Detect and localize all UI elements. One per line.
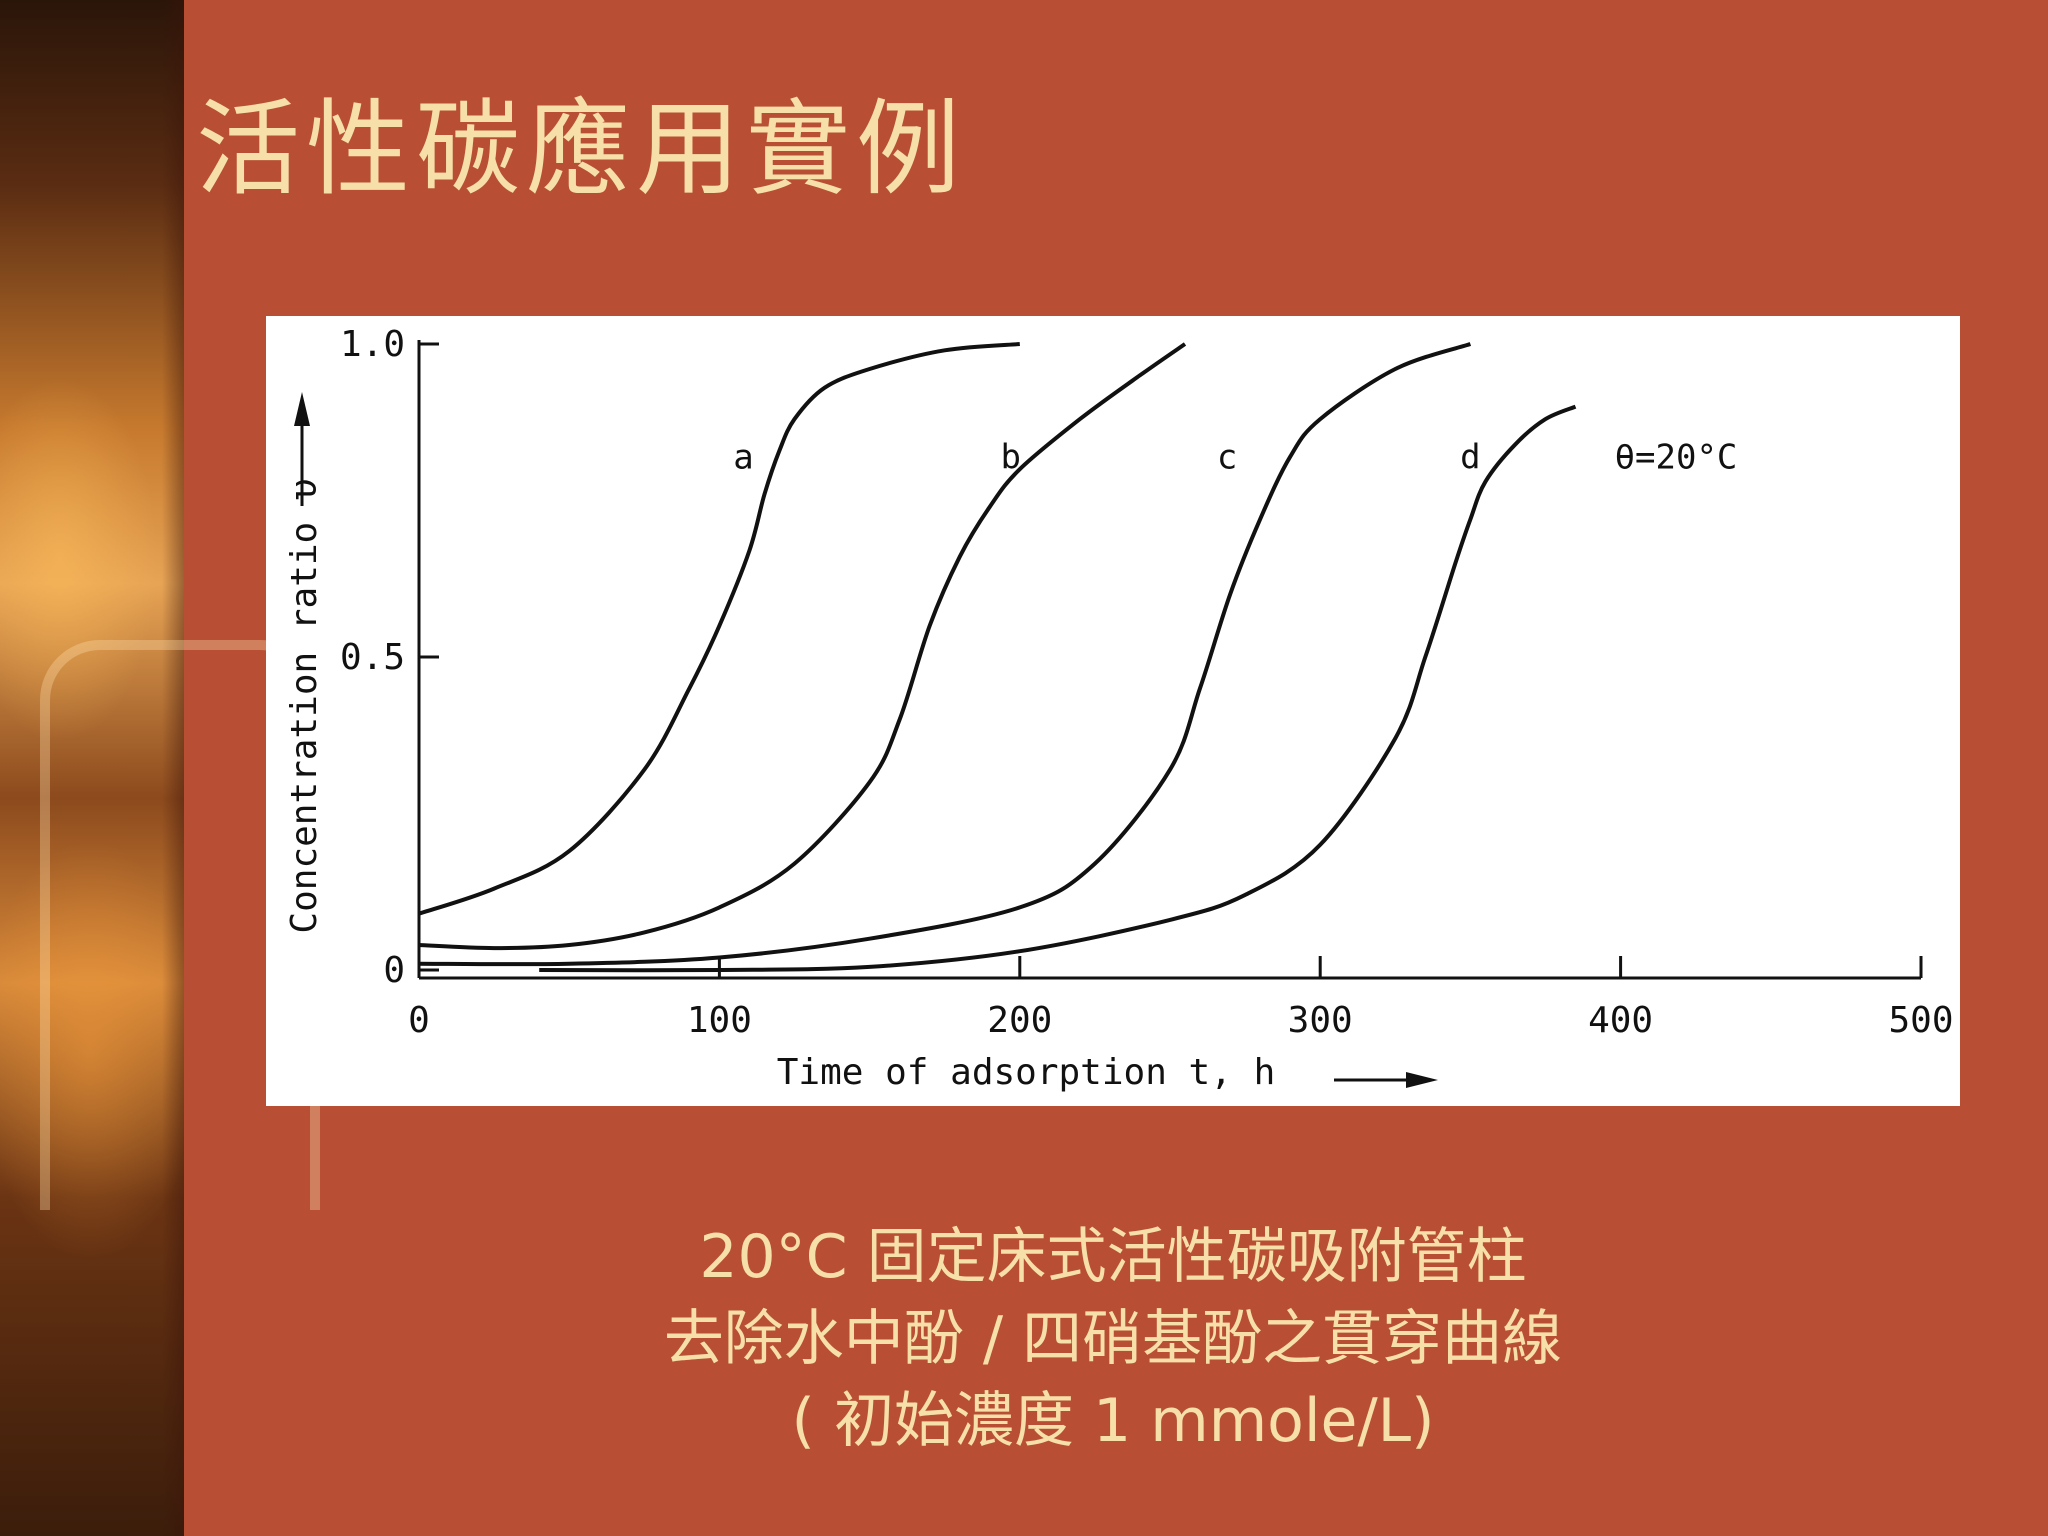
temperature-annotation: θ=20°C [1615, 438, 1738, 478]
curve-label-b: b [1001, 438, 1021, 478]
caption-line-1: 20°C 固定床式活性碳吸附管柱 [699, 1222, 1527, 1292]
y-tick-label: 0 [383, 950, 405, 991]
curve-label-a: a [733, 438, 753, 478]
slide-caption: 20°C 固定床式活性碳吸附管柱 去除水中酚 / 四硝基酚之貫穿曲線 ( 初始濃… [266, 1216, 1960, 1462]
x-tick-label: 300 [1288, 1000, 1353, 1041]
x-axis-title: Time of adsorption t, h [777, 1052, 1276, 1093]
caption-line-2: 去除水中酚 / 四硝基酚之貫穿曲線 [663, 1304, 1563, 1374]
curve-c [418, 342, 1472, 967]
curve-a [418, 342, 1020, 916]
decorative-side-image [0, 0, 184, 1536]
y-tick-label: 1.0 [340, 324, 405, 365]
curve-label-c: c [1217, 438, 1237, 478]
x-tick-label: 500 [1888, 1000, 1953, 1041]
x-axis-arrow-head [1406, 1072, 1438, 1088]
curve-label-d: d [1460, 438, 1480, 478]
curve-d [539, 404, 1577, 973]
caption-line-3: ( 初始濃度 1 mmole/L) [791, 1386, 1435, 1456]
x-tick-label: 400 [1588, 1000, 1653, 1041]
x-tick-label: 200 [987, 1000, 1052, 1041]
slide-title: 活性碳應用實例 [196, 88, 967, 210]
y-axis-title: Concentration ratio υ [284, 478, 325, 933]
curve-b [418, 342, 1187, 951]
x-tick-label: 100 [687, 1000, 752, 1041]
y-tick-label: 0.5 [340, 637, 405, 678]
y-axis-arrow-head [294, 392, 310, 426]
x-tick-label: 0 [408, 1000, 430, 1041]
breakthrough-curve-chart: 0 100 200 300 400 500 0 0.5 1.0 Time of adsorptio… [266, 316, 1960, 1106]
chart-svg: 0 100 200 300 400 500 0 0.5 1.0 Time of adsorptio… [284, 324, 1954, 1093]
